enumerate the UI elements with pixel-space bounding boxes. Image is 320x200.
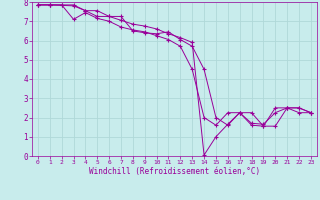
X-axis label: Windchill (Refroidissement éolien,°C): Windchill (Refroidissement éolien,°C) [89, 167, 260, 176]
